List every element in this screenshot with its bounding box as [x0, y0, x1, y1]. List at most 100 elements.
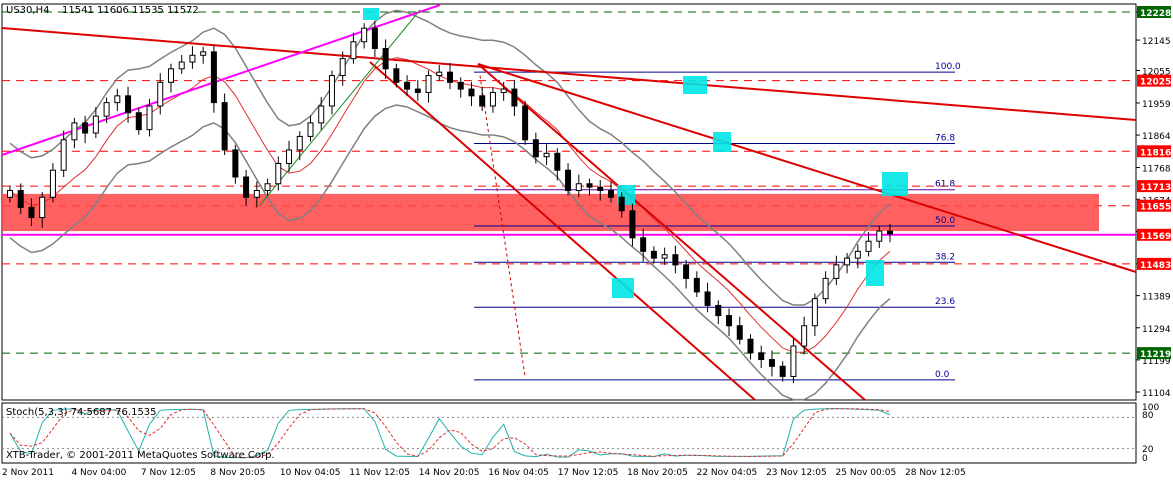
- highlight-box: [866, 260, 884, 286]
- candle-body: [350, 41, 357, 60]
- price-marker-label: 12228: [1140, 9, 1171, 19]
- price-marker: [1137, 228, 1171, 241]
- highlight-boxes: [363, 8, 908, 298]
- candle-body: [575, 183, 582, 192]
- candle-body: [683, 264, 690, 279]
- time-tick-label: 2 Nov 2011: [2, 468, 54, 478]
- chart-symbol-label: US30,H4: [6, 5, 49, 16]
- candle-body: [361, 27, 368, 43]
- candle-body: [479, 95, 486, 107]
- bollinger-upper: [9, 9, 891, 306]
- resistance-zone-band: [2, 193, 1099, 232]
- candle-body: [758, 352, 765, 361]
- time-tick-label: 7 Nov 12:05: [141, 468, 196, 478]
- candle-body: [286, 149, 293, 164]
- price-marker: [1137, 180, 1171, 193]
- candle-body: [876, 230, 883, 242]
- candle-body: [39, 196, 46, 219]
- stoch-level-label: 0: [1142, 454, 1148, 464]
- price-tick-label: 11104: [1142, 389, 1171, 399]
- candle-body: [833, 264, 840, 279]
- candle-body: [60, 139, 67, 171]
- highlight-box: [363, 8, 379, 20]
- fibonacci-retracement: 100.0 76.8 61.8 50.0 38.2 23.6 0.0: [474, 62, 961, 381]
- candle-body: [629, 210, 636, 239]
- candle-body: [425, 75, 432, 93]
- candle-body: [726, 315, 733, 327]
- candle-body: [779, 365, 786, 377]
- candle-body: [178, 61, 185, 70]
- stoch-signal-line: [9, 408, 891, 459]
- candle-body: [607, 190, 614, 198]
- price-marker-label: 12025: [1140, 78, 1171, 88]
- price-tick-label: 11389: [1142, 293, 1171, 303]
- candle-body: [704, 291, 711, 306]
- time-tick-label: 17 Nov 12:05: [558, 468, 619, 478]
- candle-body: [715, 304, 722, 317]
- price-marker: [1137, 74, 1171, 87]
- price-tick-label: 11768: [1142, 165, 1171, 175]
- stoch-level-label: 80: [1142, 411, 1154, 421]
- price-tick-label: 11294: [1142, 325, 1171, 335]
- price-marker: [1137, 145, 1171, 158]
- candle-body: [253, 190, 260, 198]
- stoch-level-label: 20: [1142, 445, 1154, 455]
- candle-body: [243, 176, 250, 198]
- price-tick-label: 11864: [1142, 132, 1171, 142]
- fib-label: 61.8: [935, 180, 955, 190]
- candle-body: [650, 250, 657, 259]
- time-axis: 2 Nov 2011 4 Nov 04:00 7 Nov 12:05 8 Nov 20…: [2, 468, 966, 478]
- candle-body: [296, 135, 303, 151]
- time-tick-label: 22 Nov 04:05: [697, 468, 758, 478]
- chart-ohlc-label: 11541 11606 11535 11572: [62, 5, 199, 16]
- candle-body: [865, 240, 872, 252]
- channel-line-lower: [369, 61, 756, 401]
- stochastic-label: Stoch(5,3,3) 74.5687 76.1535: [6, 407, 157, 418]
- candle-body: [768, 359, 775, 367]
- candle-body: [404, 81, 411, 90]
- highlight-box: [683, 76, 707, 94]
- time-tick-label: 8 Nov 20:05: [210, 468, 265, 478]
- candle-body: [393, 68, 400, 83]
- candle-body: [328, 75, 335, 107]
- candle-body: [489, 91, 496, 107]
- time-tick-label: 18 Nov 20:05: [627, 468, 688, 478]
- price-marker-label: 11655: [1140, 203, 1171, 213]
- candle-body: [672, 254, 679, 266]
- candle-body: [318, 105, 325, 124]
- time-tick-label: 23 Nov 12:05: [766, 468, 827, 478]
- candle-body: [125, 95, 132, 114]
- candle-body: [522, 105, 529, 141]
- stochastic-frame: [1, 402, 1137, 464]
- candle-body: [221, 102, 228, 151]
- candle-body: [736, 325, 743, 340]
- time-tick-label: 16 Nov 04:05: [488, 468, 549, 478]
- candle-body: [565, 169, 572, 192]
- price-tick-label: 11199: [1142, 357, 1171, 367]
- candle-body: [49, 169, 56, 198]
- price-axis: 1222812145120551195911864117681167411579…: [1136, 6, 1171, 399]
- candle-body: [275, 162, 282, 185]
- price-marker-label: 11713: [1140, 183, 1171, 193]
- time-tick-label: 28 Nov 12:05: [905, 468, 966, 478]
- candle-body: [661, 254, 668, 259]
- candle-body: [854, 250, 861, 259]
- candle-body: [103, 102, 110, 117]
- candlesticks: [7, 21, 893, 384]
- price-marker: [1137, 199, 1171, 212]
- time-tick-label: 4 Nov 04:00: [71, 468, 126, 478]
- bollinger-lower: [9, 104, 891, 401]
- candle-body: [92, 115, 99, 134]
- candle-body: [511, 88, 518, 107]
- price-marker-label: 11816: [1140, 148, 1171, 158]
- candle-body: [554, 152, 561, 171]
- price-marker: [1137, 347, 1171, 360]
- candle-body: [382, 48, 389, 70]
- fib-label: 23.6: [935, 297, 955, 307]
- fib-label: 0.0: [935, 370, 950, 380]
- fib-label: 76.8: [935, 134, 955, 144]
- price-marker-label: 11569: [1140, 232, 1171, 242]
- candle-body: [28, 206, 35, 219]
- fib-label: 100.0: [935, 62, 961, 72]
- time-tick-label: 11 Nov 12:05: [349, 468, 410, 478]
